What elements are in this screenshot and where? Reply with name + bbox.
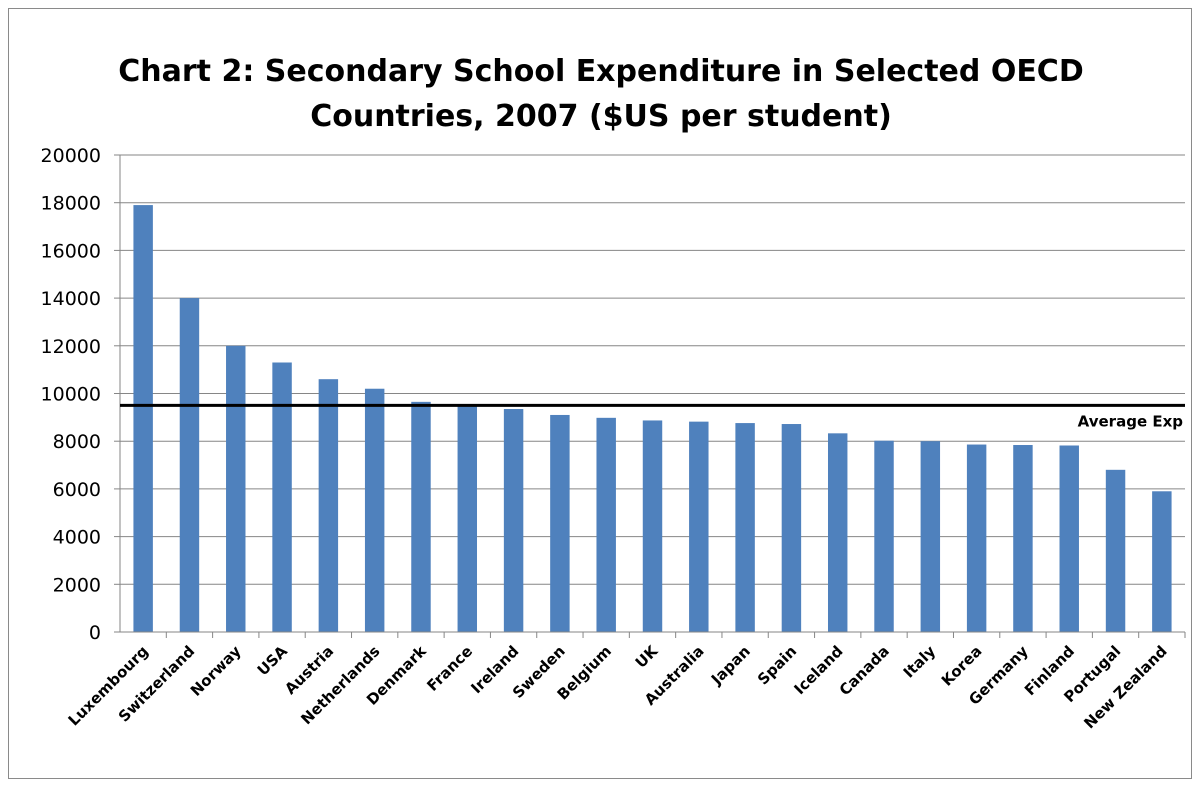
bar (1059, 445, 1079, 632)
bar (827, 433, 848, 632)
y-tick-label: 4000 (53, 527, 101, 549)
x-tick-label: Norway (187, 642, 245, 700)
y-tick-label: 6000 (53, 479, 101, 501)
bar (1013, 445, 1033, 632)
x-tick-label: New Zealand (1080, 642, 1170, 732)
bar (920, 441, 941, 632)
bar (735, 423, 755, 632)
x-tick-label: Canada (836, 642, 893, 699)
chart-title-line-1: Chart 2: Secondary School Expenditure in… (118, 54, 1084, 89)
average-reference-label: Average Exp (1078, 412, 1184, 430)
bar (226, 345, 246, 632)
bar (689, 421, 709, 632)
x-tick-label: France (423, 642, 476, 695)
chart-title-line-2: Countries, 2007 ($US per student) (310, 99, 892, 134)
bar (1105, 469, 1126, 632)
y-tick-label: 8000 (53, 431, 101, 453)
bar (133, 205, 153, 632)
y-axis-ticks: 0 2000 4000 6000 8000 10000 12000 14000 16000 180… (41, 145, 101, 644)
bar (642, 420, 663, 632)
bar (411, 401, 431, 632)
y-tick-label: 16000 (41, 240, 101, 262)
bar (874, 440, 894, 632)
x-tick-label: Italy (900, 642, 940, 682)
y-tick-label: 0 (89, 622, 101, 644)
x-tick-label: Luxembourg (65, 642, 152, 729)
y-tick-label: 12000 (41, 336, 101, 358)
y-tick-label: 18000 (41, 193, 101, 215)
bar (364, 388, 385, 632)
bar (318, 379, 339, 632)
chart-title: Chart 2: Secondary School Expenditure in… (9, 49, 1193, 139)
bar (596, 417, 616, 632)
x-tick-label: Japan (707, 642, 754, 689)
bar (550, 414, 570, 632)
y-tick-label: 10000 (41, 384, 101, 406)
y-tick-label: 14000 (41, 288, 101, 310)
bar (966, 444, 987, 632)
x-tick-label: UK (632, 641, 663, 672)
bar (781, 424, 802, 632)
bar (503, 409, 524, 632)
bars (133, 205, 1172, 632)
y-tick-label: 2000 (53, 574, 101, 596)
x-tick-label: USA (254, 642, 291, 679)
bar (457, 405, 478, 632)
bar (272, 362, 292, 632)
bar (1152, 491, 1172, 632)
y-tick-label: 20000 (41, 145, 101, 167)
bar (179, 298, 200, 632)
